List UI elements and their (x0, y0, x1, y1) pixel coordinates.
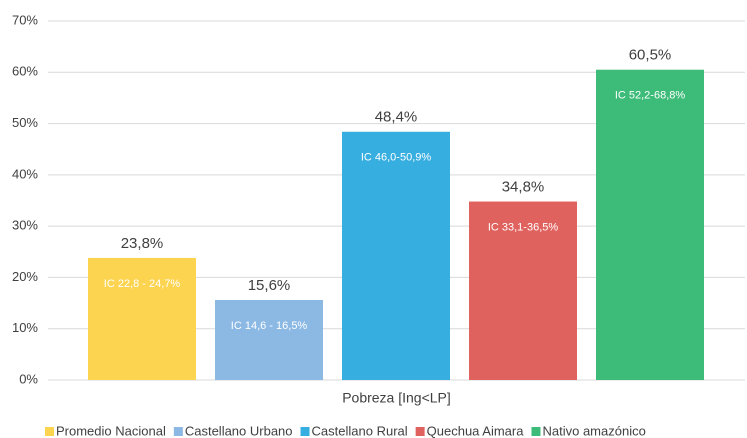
value-label: 60,5% (629, 47, 672, 64)
legend-label: Castellano Rural (312, 423, 408, 438)
bar (596, 69, 704, 380)
interval-label: IC 33,1-36,5% (488, 221, 559, 233)
legend-swatch (300, 427, 310, 436)
bar (342, 131, 450, 380)
legend-swatch (45, 427, 54, 436)
bar (469, 201, 577, 380)
legend-swatch (173, 427, 183, 436)
bar (88, 257, 196, 380)
legend-label: Castellano Urbano (185, 423, 293, 438)
legend-swatch (531, 427, 541, 436)
y-tick-label: 0% (19, 371, 38, 386)
interval-label: IC 22,8 - 24,7% (104, 278, 181, 290)
interval-label: IC 14,6 - 16,5% (231, 320, 308, 332)
value-label: 15,6% (248, 277, 291, 294)
legend-label: Nativo amazónico (542, 423, 645, 438)
y-tick-label: 50% (12, 115, 38, 130)
value-label: 23,8% (121, 235, 164, 252)
legend-label: Quechua Aimara (427, 423, 525, 438)
x-tick-label: Pobreza [Ing<LP] (342, 390, 451, 406)
y-tick-label: 70% (12, 12, 38, 27)
bar (215, 299, 323, 380)
value-label: 34,8% (502, 178, 545, 195)
interval-label: IC 46,0-50,9% (361, 152, 432, 164)
legend-label: Promedio Nacional (56, 423, 166, 438)
y-tick-label: 60% (12, 64, 38, 79)
y-tick-label: 30% (12, 218, 38, 233)
legend-swatch (415, 427, 425, 436)
y-tick-label: 10% (12, 320, 38, 335)
y-tick-label: 20% (12, 269, 38, 284)
interval-label: IC 52,2-68,8% (615, 90, 686, 102)
y-tick-label: 40% (12, 166, 38, 181)
value-label: 48,4% (375, 109, 418, 126)
